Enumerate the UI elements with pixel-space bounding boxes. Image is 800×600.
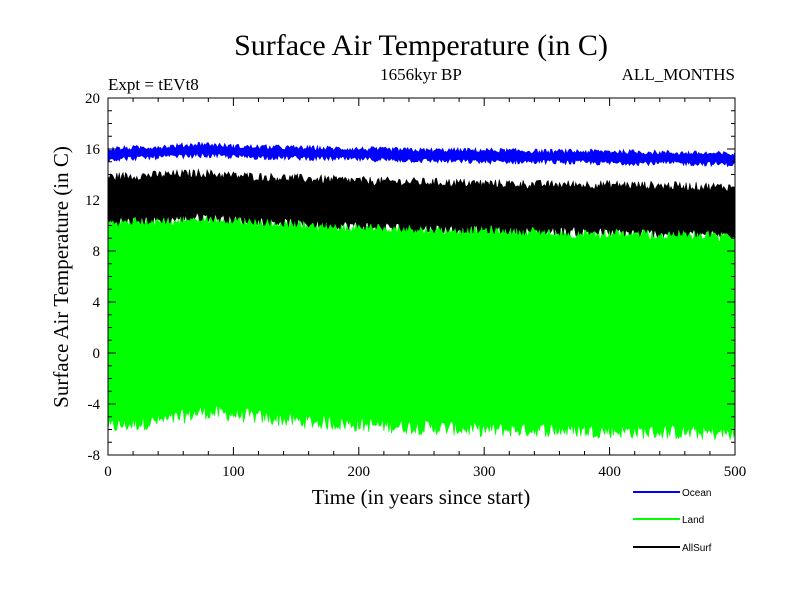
y-tick-label: 20: [85, 91, 100, 107]
y-tick-label: 12: [85, 193, 100, 209]
x-tick-label: 200: [348, 464, 371, 480]
months-label: ALL_MONTHS: [622, 65, 735, 84]
axis-ticks: 0 100 200 300 400 500 -8 -4 0 4 8 12 16 20: [85, 91, 746, 480]
legend: Ocean Land AllSurf: [633, 488, 712, 554]
x-tick-label: 100: [222, 464, 245, 480]
y-tick-label: -4: [88, 397, 101, 413]
chart-title: Surface Air Temperature (in C): [234, 29, 608, 62]
x-tick-label: 300: [473, 464, 496, 480]
x-tick-label: 500: [724, 464, 747, 480]
series-land: [107, 209, 736, 440]
period-label: 1656kyr BP: [380, 65, 462, 84]
x-tick-label: 400: [598, 464, 621, 480]
y-tick-label: -8: [88, 448, 101, 464]
legend-label-allsurf: AllSurf: [682, 543, 712, 554]
y-tick-label: 4: [93, 295, 101, 311]
series-bands: [107, 141, 736, 440]
y-axis-label: Surface Air Temperature (in C): [49, 146, 73, 408]
legend-label-ocean: Ocean: [682, 488, 711, 499]
experiment-label: Expt = tEVt8: [108, 75, 199, 94]
y-tick-label: 8: [93, 244, 101, 260]
y-tick-label: 0: [93, 346, 101, 362]
x-tick-label: 0: [104, 464, 112, 480]
series-ocean: [107, 141, 736, 168]
y-tick-label: 16: [85, 142, 101, 158]
x-axis-label: Time (in years since start): [312, 485, 531, 509]
legend-label-land: Land: [682, 515, 704, 526]
